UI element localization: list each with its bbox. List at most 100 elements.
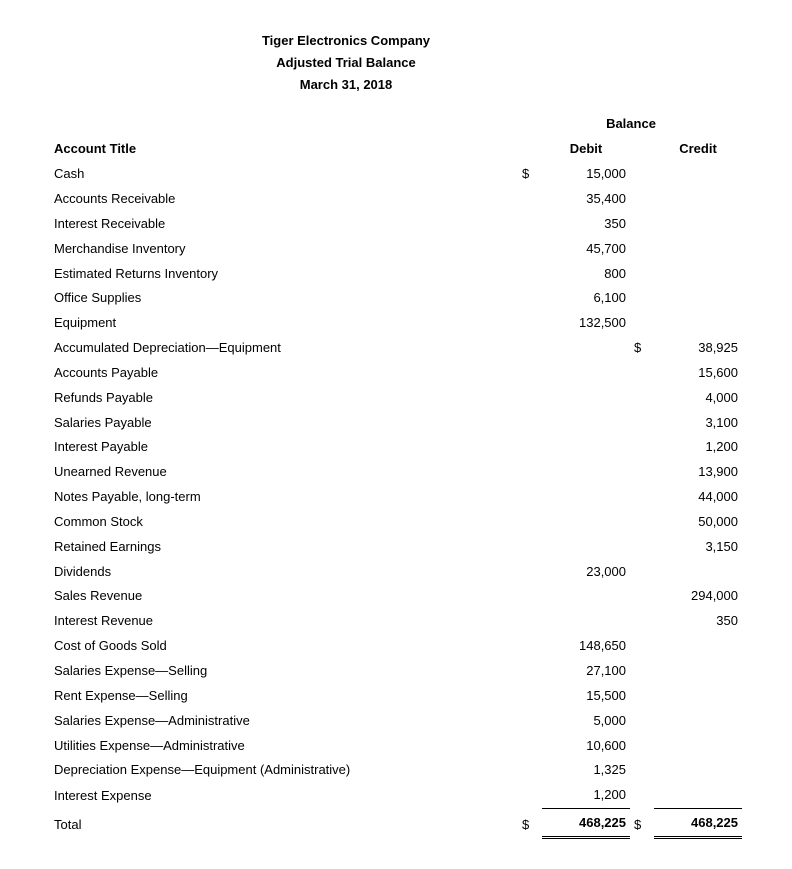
credit-cell: 15,600 [654, 361, 742, 386]
debit-cell: 350 [542, 212, 630, 237]
credit-currency-cell [630, 311, 654, 336]
credit-cell: 294,000 [654, 584, 742, 609]
credit-currency-cell [630, 361, 654, 386]
credit-cell [654, 734, 742, 759]
credit-cell [654, 709, 742, 734]
credit-currency-cell [630, 535, 654, 560]
credit-currency-cell [630, 783, 654, 808]
debit-currency-cell [518, 609, 542, 634]
debit-currency-cell [518, 659, 542, 684]
credit-cell: 4,000 [654, 386, 742, 411]
col-debit: Debit [542, 137, 630, 162]
debit-currency-cell [518, 758, 542, 783]
credit-currency-cell [630, 560, 654, 585]
table-row: Dividends23,000 [50, 560, 742, 585]
debit-currency-cell [518, 187, 542, 212]
credit-cell [654, 286, 742, 311]
table-row: Retained Earnings3,150 [50, 535, 742, 560]
debit-currency-cell [518, 212, 542, 237]
account-title-cell: Accounts Receivable [50, 187, 518, 212]
total-row: Total $ 468,225 $ 468,225 [50, 809, 742, 838]
account-title-cell: Interest Expense [50, 783, 518, 808]
account-title-cell: Office Supplies [50, 286, 518, 311]
debit-cell: 800 [542, 262, 630, 287]
credit-cell [654, 560, 742, 585]
table-row: Unearned Revenue13,900 [50, 460, 742, 485]
debit-currency-cell [518, 709, 542, 734]
total-debit-currency: $ [518, 809, 542, 838]
debit-currency-cell [518, 584, 542, 609]
debit-currency-cell [518, 485, 542, 510]
account-title-cell: Accounts Payable [50, 361, 518, 386]
table-row: Notes Payable, long-term 44,000 [50, 485, 742, 510]
debit-currency-cell [518, 336, 542, 361]
col-debit-cur [518, 137, 542, 162]
debit-currency-cell [518, 535, 542, 560]
debit-cell: 1,325 [542, 758, 630, 783]
debit-currency-cell [518, 411, 542, 436]
debit-currency-cell [518, 734, 542, 759]
credit-cell: 50,000 [654, 510, 742, 535]
table-row: Cost of Goods Sold 148,650 [50, 634, 742, 659]
account-title-cell: Notes Payable, long-term [50, 485, 518, 510]
credit-cell: 350 [654, 609, 742, 634]
debit-currency-cell [518, 361, 542, 386]
debit-cell: 45,700 [542, 237, 630, 262]
credit-currency-cell [630, 510, 654, 535]
table-row: Salaries Expense—Administrative5,000 [50, 709, 742, 734]
account-title-cell: Refunds Payable [50, 386, 518, 411]
credit-cell: 38,925 [654, 336, 742, 361]
account-title-cell: Interest Revenue [50, 609, 518, 634]
table-row: Accounts Payable 15,600 [50, 361, 742, 386]
credit-cell [654, 162, 742, 187]
credit-currency-cell [630, 758, 654, 783]
col-account-title: Account Title [50, 137, 518, 162]
credit-currency-cell [630, 659, 654, 684]
account-title-cell: Common Stock [50, 510, 518, 535]
report-date: March 31, 2018 [210, 74, 482, 96]
account-title-cell: Sales Revenue [50, 584, 518, 609]
table-row: Interest Payable1,200 [50, 435, 742, 460]
account-title-cell: Salaries Expense—Administrative [50, 709, 518, 734]
credit-cell [654, 237, 742, 262]
debit-cell [542, 460, 630, 485]
credit-cell [654, 212, 742, 237]
credit-cell [654, 311, 742, 336]
debit-cell: 148,650 [542, 634, 630, 659]
debit-cell: 15,500 [542, 684, 630, 709]
table-row: Interest Expense 1,200 [50, 783, 742, 808]
credit-currency-cell [630, 212, 654, 237]
debit-cell: 27,100 [542, 659, 630, 684]
account-title-cell: Accumulated Depreciation—Equipment [50, 336, 518, 361]
credit-cell [654, 783, 742, 808]
debit-cell [542, 609, 630, 634]
table-row: Accounts Receivable35,400 [50, 187, 742, 212]
credit-cell [654, 187, 742, 212]
credit-cell [654, 684, 742, 709]
credit-currency-cell [630, 435, 654, 460]
credit-currency-cell [630, 709, 654, 734]
debit-currency-cell [518, 460, 542, 485]
debit-currency-cell [518, 237, 542, 262]
credit-currency-cell [630, 262, 654, 287]
table-row: Salaries Expense—Selling27,100 [50, 659, 742, 684]
credit-currency-cell [630, 237, 654, 262]
debit-cell: 1,200 [542, 783, 630, 808]
credit-currency-cell [630, 485, 654, 510]
debit-cell [542, 485, 630, 510]
credit-cell: 44,000 [654, 485, 742, 510]
credit-currency-cell [630, 609, 654, 634]
credit-currency-cell [630, 684, 654, 709]
account-title-cell: Estimated Returns Inventory [50, 262, 518, 287]
debit-currency-cell [518, 435, 542, 460]
debit-cell: 23,000 [542, 560, 630, 585]
table-row: Accumulated Depreciation—Equipment$38,92… [50, 336, 742, 361]
account-title-cell: Cost of Goods Sold [50, 634, 518, 659]
table-row: Interest Revenue 350 [50, 609, 742, 634]
debit-cell [542, 435, 630, 460]
debit-cell: 10,600 [542, 734, 630, 759]
table-row: Merchandise Inventory45,700 [50, 237, 742, 262]
credit-currency-cell [630, 584, 654, 609]
debit-currency-cell [518, 634, 542, 659]
account-title-cell: Depreciation Expense—Equipment (Administ… [50, 758, 518, 783]
